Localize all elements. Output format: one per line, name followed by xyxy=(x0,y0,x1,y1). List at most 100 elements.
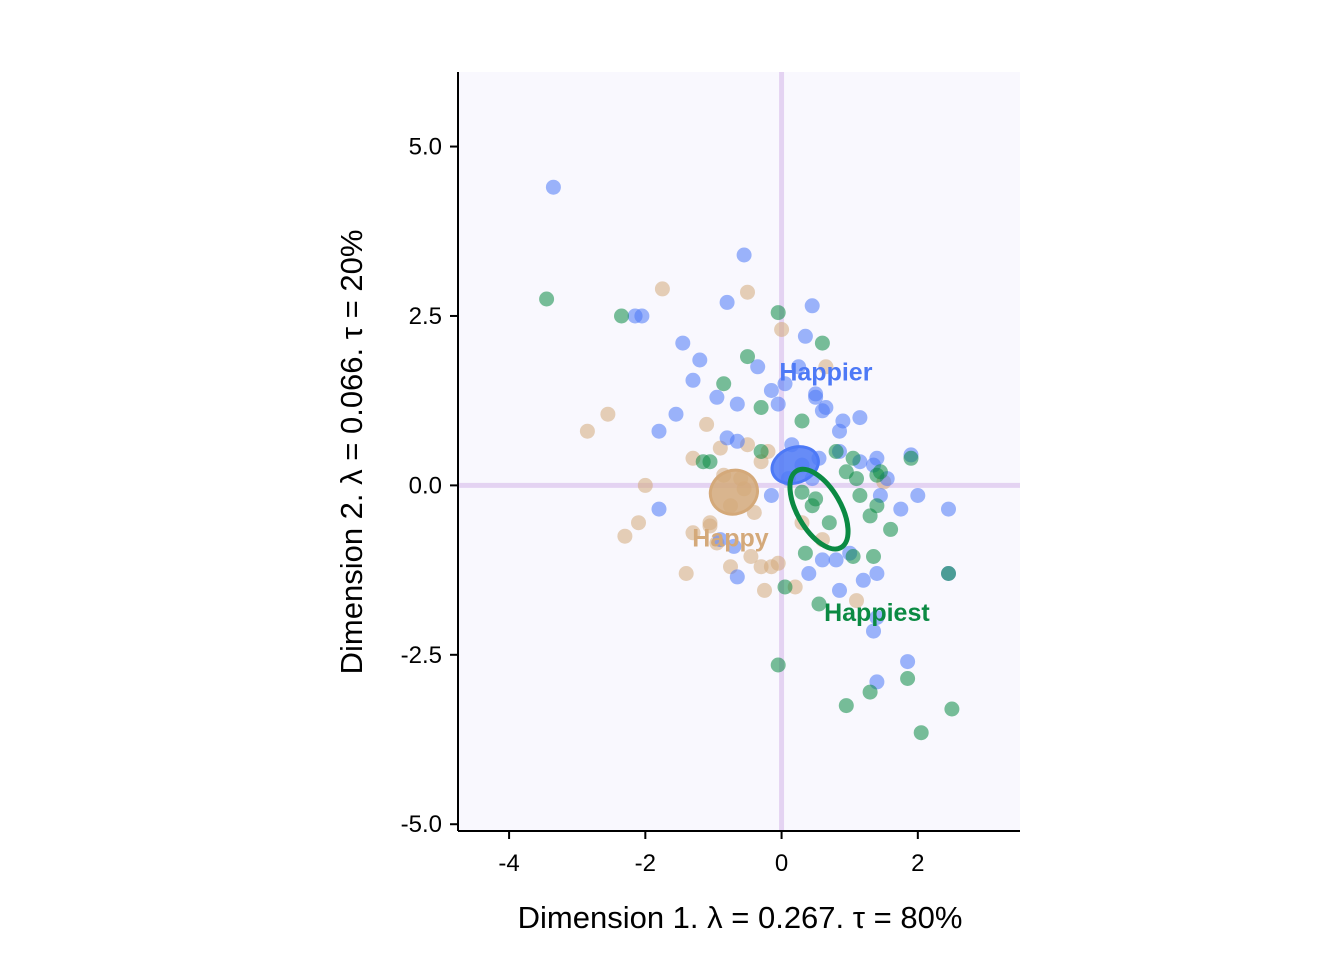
data-point xyxy=(845,450,861,466)
data-point xyxy=(545,179,561,195)
data-point xyxy=(770,555,786,571)
data-point xyxy=(794,484,810,500)
data-point xyxy=(668,406,684,422)
data-point xyxy=(883,521,899,537)
data-point xyxy=(770,396,786,412)
data-point xyxy=(866,623,881,639)
plot-panel xyxy=(458,72,1020,831)
data-point xyxy=(852,410,868,426)
data-point xyxy=(770,657,786,673)
data-point xyxy=(539,291,555,307)
y-tick-label: 2.5 xyxy=(409,303,442,330)
data-point xyxy=(678,566,694,581)
data-point xyxy=(757,582,772,598)
data-point xyxy=(941,566,956,581)
data-point xyxy=(944,701,960,717)
data-point xyxy=(893,501,909,517)
data-point xyxy=(743,549,759,564)
data-point xyxy=(763,383,779,398)
data-point xyxy=(637,477,653,493)
y-tick-label: -5.0 xyxy=(401,811,442,838)
data-point xyxy=(821,515,837,531)
data-point xyxy=(729,569,745,585)
data-point xyxy=(808,389,824,405)
x-tick-label: -4 xyxy=(498,850,519,877)
data-point xyxy=(791,359,807,375)
data-point xyxy=(675,335,691,351)
data-point xyxy=(685,372,701,388)
data-point xyxy=(804,298,820,314)
y-tick-label: 0.0 xyxy=(409,472,442,499)
data-point xyxy=(763,488,779,503)
data-point xyxy=(614,308,629,324)
data-point xyxy=(832,582,847,598)
data-point xyxy=(797,328,813,344)
data-point xyxy=(699,416,715,432)
data-point xyxy=(685,525,701,541)
panel-background xyxy=(458,72,1020,831)
data-point xyxy=(801,566,817,581)
y-tick-label: 5.0 xyxy=(409,134,442,161)
data-point xyxy=(702,454,718,470)
data-point xyxy=(910,488,926,503)
x-tick-label: -2 xyxy=(635,850,656,877)
group-label-happy: Happy xyxy=(692,524,769,552)
points-layer xyxy=(539,179,960,741)
data-point xyxy=(828,444,844,459)
data-point xyxy=(913,725,929,741)
data-point xyxy=(869,610,885,625)
data-point xyxy=(579,423,595,439)
confidence-ellipses xyxy=(708,445,851,552)
data-point xyxy=(814,403,830,419)
group-label-happier: Happier xyxy=(779,358,872,386)
axes: -4 -2 0 2 5.0 2.5 0.0 -2.5 -5.0 xyxy=(401,72,1020,877)
x-tick-label: 2 xyxy=(911,850,924,877)
data-point xyxy=(753,400,769,415)
data-point xyxy=(818,359,834,375)
data-point xyxy=(900,671,916,686)
data-point xyxy=(862,508,878,524)
data-point xyxy=(832,423,847,439)
data-point xyxy=(617,528,633,544)
x-axis-title: Dimension 1. λ = 0.267. τ = 80% xyxy=(518,900,963,935)
data-point xyxy=(631,515,646,531)
data-point xyxy=(774,322,790,337)
data-point xyxy=(729,396,745,412)
data-point xyxy=(852,488,868,503)
data-point xyxy=(692,352,708,368)
data-point xyxy=(627,308,643,324)
data-point xyxy=(828,552,844,568)
data-point xyxy=(740,349,755,365)
data-point xyxy=(941,501,956,517)
data-point xyxy=(726,538,742,554)
data-point xyxy=(814,552,830,568)
data-point xyxy=(849,593,864,609)
data-point xyxy=(729,433,745,449)
ellipse-happiest xyxy=(787,466,851,552)
data-point xyxy=(777,376,793,392)
data-point xyxy=(753,559,769,575)
data-point xyxy=(838,698,854,714)
data-point xyxy=(869,566,885,581)
data-point xyxy=(651,501,667,517)
data-point xyxy=(794,413,810,429)
data-point xyxy=(719,294,735,310)
data-point xyxy=(903,450,919,466)
series-happiest-points xyxy=(539,291,960,741)
data-point xyxy=(600,406,616,422)
data-point xyxy=(770,305,786,321)
ellipse-happy xyxy=(708,468,759,516)
data-point xyxy=(750,359,766,375)
data-point xyxy=(753,444,769,459)
data-point xyxy=(654,281,670,297)
data-point xyxy=(862,684,878,700)
data-point xyxy=(849,471,864,487)
data-point xyxy=(900,654,916,670)
data-point xyxy=(866,549,881,564)
y-axis-title: Dimension 2. λ = 0.066. τ = 20% xyxy=(334,230,369,675)
data-point xyxy=(845,549,861,564)
data-point xyxy=(814,335,830,351)
series-happy-points xyxy=(579,281,892,609)
